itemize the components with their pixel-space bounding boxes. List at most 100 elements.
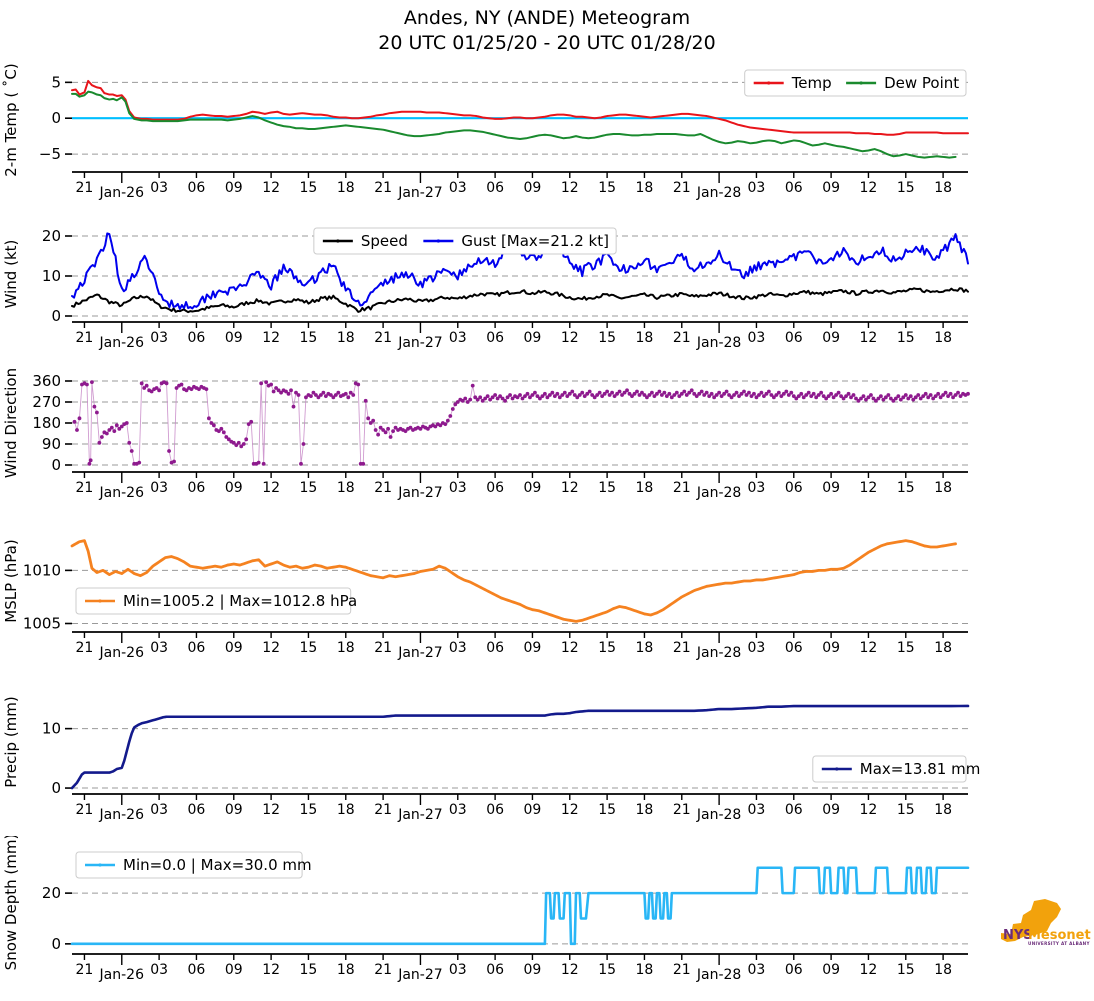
x-tick-label: 15 [598,330,616,346]
x-tick-label: 12 [561,962,579,978]
data-point [92,404,97,409]
legend-label: Dew Point [884,74,959,92]
x-tick-label: 15 [598,962,616,978]
data-point [874,398,878,403]
data-point [684,393,689,397]
data-point [749,394,754,399]
data-point [167,449,171,453]
title-line-2: 20 UTC 01/25/20 - 20 UTC 01/28/20 [378,32,716,54]
data-point [888,396,893,401]
data-point [426,426,430,431]
data-point [786,393,791,397]
data-point [535,394,540,399]
data-point [709,391,714,396]
x-tick-label: 09 [822,802,840,818]
data-point [304,395,308,400]
y-axis-label: Wind Direction [2,368,20,478]
data-point [508,393,512,397]
data-point [951,395,955,400]
x-tick-label: 21 [673,480,691,496]
x-tick-label: 12 [860,640,878,656]
x-tick-label: 15 [897,962,915,978]
data-point [366,416,371,421]
x-tick-label: 03 [449,330,467,346]
data-point [460,398,465,403]
data-point [485,394,490,399]
x-tick-label: 12 [262,802,280,818]
data-point [450,407,455,411]
data-point [719,394,724,399]
data-point [575,395,580,400]
series-snow-depth [70,866,970,946]
data-point [687,390,692,395]
x-tick-label: 03 [449,480,467,496]
x-tick-label: 18 [337,640,355,656]
data-point [834,393,838,397]
data-point [732,393,736,397]
data-point [296,393,301,397]
x-tick-label: 12 [262,962,280,978]
data-point [284,389,288,394]
data-point [376,432,381,437]
data-point [311,390,316,395]
x-tick-label: 18 [636,480,654,496]
data-point [662,390,667,395]
data-point [956,390,960,395]
data-point [99,435,104,439]
data-point [239,444,244,449]
x-tick-label: 06 [486,640,504,656]
x-tick-label: 21 [673,962,691,978]
x-tick-label: 06 [486,480,504,496]
data-point [652,394,657,399]
series-speed [71,287,969,314]
data-point [607,393,612,397]
data-point [216,429,221,434]
x-tick-label: 12 [561,480,579,496]
data-point [816,393,821,397]
panel-precip: Precip (mm) 10 0 21 Jan-26 03 06 09 12 15 18 21 Jan-… [0,676,1094,840]
data-point [104,431,109,436]
data-point [916,393,921,397]
x-tick-label: 06 [785,480,803,496]
data-point [958,394,963,399]
data-point [699,389,704,394]
y-axis-label: Precip (mm) [2,696,20,787]
chart-wind_direction: Wind Direction 360 270 180 90 0 21 Jan-26 03 06 09… [2,368,970,501]
data-point [314,393,318,397]
data-point [771,395,776,400]
data-point [953,393,958,397]
data-point [144,383,149,388]
data-point [530,393,535,397]
x-day-label: Jan-26 [99,807,145,823]
data-point [714,393,719,397]
x-tick-label: 09 [225,180,243,196]
data-point [864,397,868,402]
panel-temperature: 2-m Temp ( ˚C) 5 0 −5 21 Jan-26 03 06 09 12 15 18 21… [0,58,1094,216]
legend-marker [835,767,839,771]
data-point [560,393,565,397]
x-tick-label: 15 [897,640,915,656]
data-point [597,390,602,395]
x-tick-label: 03 [150,640,168,656]
data-point [647,393,652,397]
data-point [480,398,485,403]
data-point [938,395,943,400]
y-axis-label: 2-m Temp ( ˚C) [2,63,20,177]
data-point [821,394,826,399]
data-point [465,400,470,404]
data-point [179,382,184,387]
data-point [85,382,89,387]
x-tick-label: 21 [374,180,392,196]
data-point [926,395,931,400]
data-point [826,394,831,399]
data-point [453,402,458,407]
x-day-label: Jan-28 [696,645,741,661]
data-point [473,395,478,400]
data-point [876,396,881,401]
y-tick-label: 10 [42,267,61,285]
x-tick-label: 06 [785,180,803,196]
data-point [264,380,269,385]
data-point [911,397,916,402]
panel-wind: Wind (kt) 20 10 0 21 Jan-26 03 06 09 12 15 18 21 Jan-… [0,214,1094,366]
data-point [635,389,639,394]
